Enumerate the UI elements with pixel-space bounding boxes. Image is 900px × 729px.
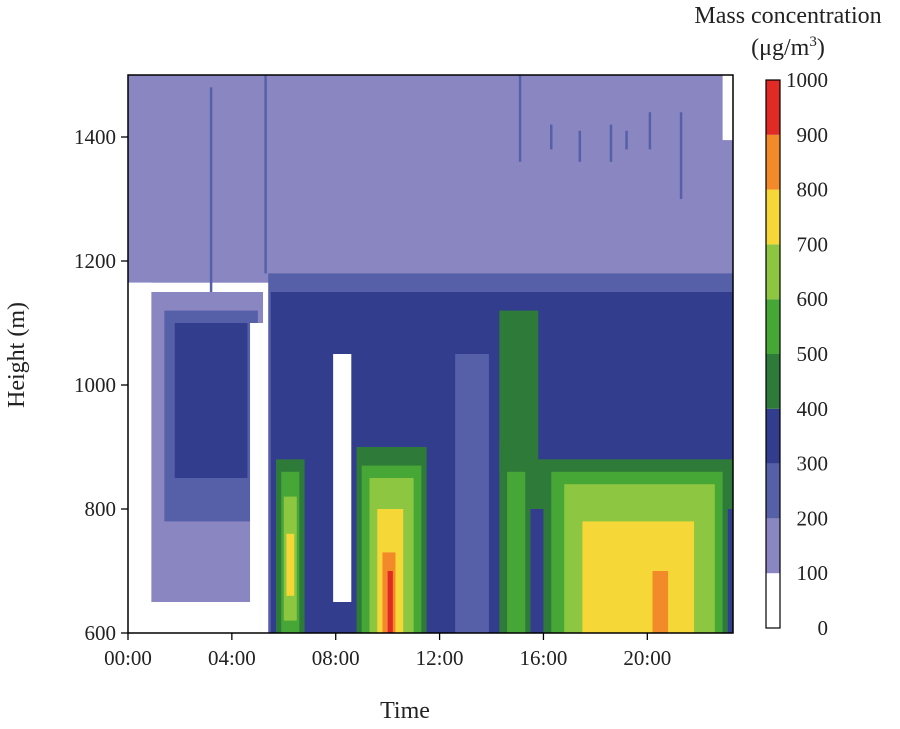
heatmap-region-12: [499, 310, 539, 472]
colorbar-tick-label: 500: [797, 342, 829, 366]
colorbar-frame: [765, 79, 781, 629]
y-tick-label: 800: [85, 497, 117, 521]
heatmap-region-0: [128, 75, 733, 283]
heatmap-region-25: [507, 471, 526, 633]
colorbar-bin-100: [766, 518, 780, 574]
y-axis: 600 800 1000 1200 1400: [74, 125, 128, 645]
x-tick-label: 04:00: [208, 646, 256, 670]
heatmap-region-6: [250, 323, 269, 633]
colorbar-tick-label: 400: [797, 397, 829, 421]
y-tick-label: 600: [85, 621, 117, 645]
x-axis: 00:00 04:00 08:00 12:00 16:00 20:00: [104, 633, 671, 670]
colorbar-bin-800: [766, 134, 780, 190]
heatmap-region-17: [286, 533, 295, 596]
colorbar-unit-superscript: 3: [809, 34, 817, 50]
heatmap-region-29: [582, 521, 695, 633]
colorbar-tick-label: 200: [797, 506, 829, 530]
y-tick-label: 1200: [74, 249, 116, 273]
colorbar-bin-0: [766, 573, 780, 628]
x-tick-label: 20:00: [623, 646, 671, 670]
colorbar-tick-label: 600: [797, 287, 829, 311]
x-tick-label: 00:00: [104, 646, 152, 670]
colorbar-tick-label: 1000: [786, 68, 828, 92]
colorbar-tick-label: 700: [797, 232, 829, 256]
colorbar-bin-200: [766, 463, 780, 519]
x-axis-title: Time: [380, 698, 430, 724]
heatmap-region-10: [333, 354, 352, 602]
colorbar-bin-400: [766, 354, 780, 409]
colorbar-title-line2: (μg/m3): [751, 34, 825, 61]
plot-frame: [127, 74, 734, 634]
colorbar-tick-label: 800: [797, 178, 829, 202]
x-tick-label: 12:00: [416, 646, 464, 670]
heatmap-region-2: [128, 282, 152, 633]
colorbar-tick-label: 0: [818, 616, 829, 640]
colorbar: 0 100 200 300 400 500 600 700 800 900 1000: [765, 68, 829, 640]
y-tick-label: 1400: [74, 125, 116, 149]
colorbar-title-line1: Mass concentration: [694, 3, 881, 29]
x-tick-label: 08:00: [312, 646, 360, 670]
heatmap-region-1: [722, 75, 733, 141]
colorbar-bin-700: [766, 189, 780, 245]
colorbar-bin-600: [766, 244, 780, 300]
heatmap-region-11: [455, 354, 489, 633]
colorbar-tick-label: 300: [797, 452, 829, 476]
colorbar-bin-300: [766, 408, 780, 464]
heatmap-region-23: [387, 571, 393, 633]
x-tick-label: 16:00: [520, 646, 568, 670]
y-tick-label: 1000: [74, 373, 116, 397]
colorbar-tick-label: 900: [797, 123, 829, 147]
colorbar-bin-900: [766, 80, 780, 135]
heatmap-region-5: [174, 323, 248, 478]
colorbar-bin-500: [766, 299, 780, 354]
colorbar-tick-label: 100: [797, 561, 829, 585]
heatmap-regions: [128, 75, 733, 633]
y-axis-title: Height (m): [4, 302, 30, 408]
colorbar-unit: (μg/m: [751, 35, 810, 61]
heatmap-region-30: [652, 571, 669, 633]
colorbar-unit-close: ): [817, 35, 825, 61]
